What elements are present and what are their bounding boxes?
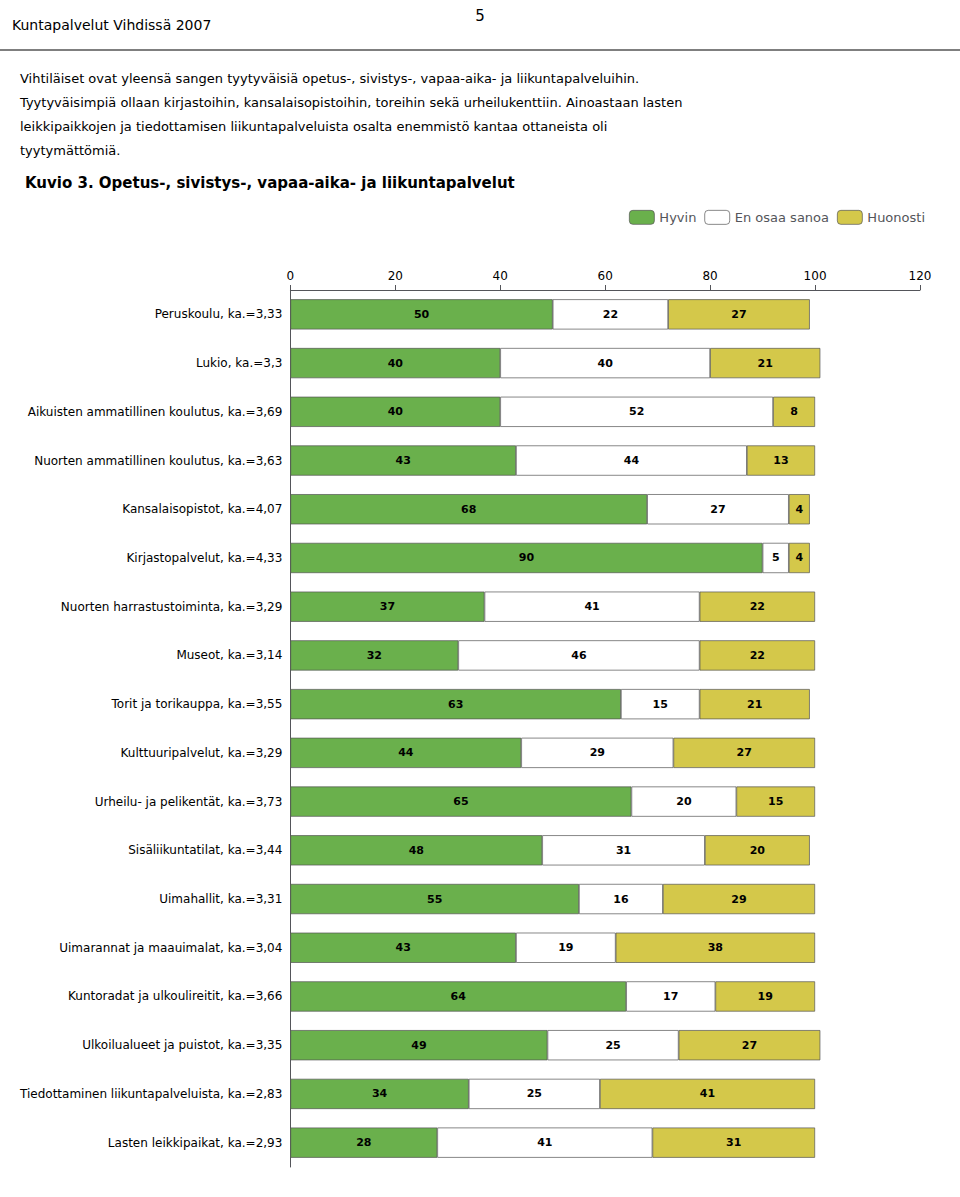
svg-text:90: 90 (519, 551, 535, 564)
svg-text:20: 20 (676, 795, 692, 808)
svg-text:19: 19 (558, 941, 573, 954)
svg-text:120: 120 (909, 269, 932, 283)
svg-text:4: 4 (795, 503, 803, 516)
svg-text:43: 43 (396, 454, 411, 467)
svg-text:50: 50 (414, 308, 430, 321)
svg-text:27: 27 (737, 746, 752, 759)
svg-text:0: 0 (287, 269, 295, 283)
svg-text:Huonosti: Huonosti (867, 210, 925, 225)
svg-text:41: 41 (584, 600, 599, 613)
svg-text:Kulttuuripalvelut, ka.=3,29: Kulttuuripalvelut, ka.=3,29 (121, 746, 283, 760)
svg-text:41: 41 (700, 1087, 715, 1100)
svg-text:65: 65 (453, 795, 468, 808)
svg-text:64: 64 (451, 990, 467, 1003)
svg-text:44: 44 (624, 454, 640, 467)
svg-text:34: 34 (372, 1087, 388, 1100)
svg-text:Uimarannat ja maauimalat, ka.=: Uimarannat ja maauimalat, ka.=3,04 (59, 941, 282, 955)
svg-text:100: 100 (804, 269, 827, 283)
svg-text:37: 37 (380, 600, 395, 613)
svg-text:Kuvio 3. Opetus-, sivistys-, v: Kuvio 3. Opetus-, sivistys-, vapaa-aika-… (25, 174, 515, 192)
svg-text:31: 31 (616, 844, 631, 857)
svg-text:Ulkoilualueet ja puistot, ka.=: Ulkoilualueet ja puistot, ka.=3,35 (82, 1038, 282, 1052)
svg-text:29: 29 (731, 893, 746, 906)
svg-text:Uimahallit, ka.=3,31: Uimahallit, ka.=3,31 (159, 892, 282, 906)
svg-text:60: 60 (598, 269, 613, 283)
svg-text:48: 48 (409, 844, 424, 857)
svg-text:21: 21 (758, 357, 773, 370)
svg-text:40: 40 (388, 357, 404, 370)
svg-text:43: 43 (396, 941, 411, 954)
svg-text:32: 32 (367, 649, 382, 662)
svg-text:38: 38 (708, 941, 723, 954)
svg-text:Peruskoulu, ka.=3,33: Peruskoulu, ka.=3,33 (155, 307, 283, 321)
svg-text:Aikuisten ammatillinen koulutu: Aikuisten ammatillinen koulutus, ka.=3,6… (28, 405, 283, 419)
svg-text:Kuntapalvelut Vihdissä 2007: Kuntapalvelut Vihdissä 2007 (12, 17, 211, 33)
svg-text:Museot, ka.=3,14: Museot, ka.=3,14 (176, 648, 282, 662)
svg-text:20: 20 (388, 269, 403, 283)
svg-text:Nuorten harrastustoiminta, ka.: Nuorten harrastustoiminta, ka.=3,29 (61, 600, 283, 614)
svg-text:Urheilu- ja pelikentät, ka.=3,: Urheilu- ja pelikentät, ka.=3,73 (95, 795, 283, 809)
svg-text:Nuorten ammatillinen koulutus,: Nuorten ammatillinen koulutus, ka.=3,63 (34, 454, 282, 468)
svg-text:En osaa sanoa: En osaa sanoa (735, 210, 829, 225)
svg-text:Sisäliikuntatilat, ka.=3,44: Sisäliikuntatilat, ka.=3,44 (128, 843, 282, 857)
svg-text:22: 22 (750, 600, 765, 613)
svg-text:Vihtiläiset ovat yleensä sange: Vihtiläiset ovat yleensä sangen tyytyväi… (20, 71, 639, 86)
svg-text:5: 5 (772, 551, 780, 564)
svg-text:Kansalaisopistot, ka.=4,07: Kansalaisopistot, ka.=4,07 (122, 502, 282, 516)
svg-text:8: 8 (790, 405, 798, 418)
svg-text:27: 27 (742, 1039, 757, 1052)
svg-text:5: 5 (475, 7, 485, 25)
svg-text:41: 41 (537, 1136, 552, 1149)
svg-text:Hyvin: Hyvin (659, 210, 696, 225)
svg-text:21: 21 (747, 698, 762, 711)
svg-text:46: 46 (571, 649, 587, 662)
svg-text:4: 4 (795, 551, 803, 564)
svg-text:leikkipaikkojen ja tiedottamis: leikkipaikkojen ja tiedottamisen liikunt… (20, 119, 607, 134)
svg-text:13: 13 (773, 454, 788, 467)
svg-text:63: 63 (448, 698, 463, 711)
svg-text:17: 17 (663, 990, 678, 1003)
svg-text:Kuntoradat ja ulkoulireitit, k: Kuntoradat ja ulkoulireitit, ka.=3,66 (68, 989, 282, 1003)
svg-text:Torit ja torikauppa, ka.=3,55: Torit ja torikauppa, ka.=3,55 (111, 697, 283, 711)
svg-text:31: 31 (726, 1136, 741, 1149)
svg-text:tyytymättömiä.: tyytymättömiä. (20, 143, 120, 158)
svg-text:Tiedottaminen liikuntapalvelui: Tiedottaminen liikuntapalveluista, ka.=2… (19, 1087, 282, 1101)
svg-text:52: 52 (629, 405, 644, 418)
svg-text:22: 22 (750, 649, 765, 662)
svg-text:44: 44 (398, 746, 414, 759)
svg-text:Lukio, ka.=3,3: Lukio, ka.=3,3 (196, 356, 282, 370)
svg-text:15: 15 (768, 795, 783, 808)
svg-text:Tyytyväisimpiä ollaan kirjasto: Tyytyväisimpiä ollaan kirjastoihin, kans… (19, 95, 682, 110)
svg-text:19: 19 (758, 990, 773, 1003)
svg-text:40: 40 (493, 269, 508, 283)
svg-text:28: 28 (356, 1136, 371, 1149)
svg-text:Lasten leikkipaikat, ka.=2,93: Lasten leikkipaikat, ka.=2,93 (108, 1136, 283, 1150)
svg-text:40: 40 (598, 357, 614, 370)
svg-text:Kirjastopalvelut, ka.=4,33: Kirjastopalvelut, ka.=4,33 (126, 551, 282, 565)
svg-text:40: 40 (388, 405, 404, 418)
svg-text:25: 25 (605, 1039, 620, 1052)
svg-text:27: 27 (710, 503, 725, 516)
svg-text:22: 22 (603, 308, 618, 321)
svg-text:20: 20 (750, 844, 766, 857)
svg-text:55: 55 (427, 893, 442, 906)
svg-text:80: 80 (702, 269, 717, 283)
svg-text:27: 27 (731, 308, 746, 321)
svg-text:68: 68 (461, 503, 476, 516)
svg-text:16: 16 (613, 893, 629, 906)
svg-text:29: 29 (590, 746, 605, 759)
svg-text:25: 25 (527, 1087, 542, 1100)
svg-text:49: 49 (411, 1039, 426, 1052)
svg-text:15: 15 (653, 698, 668, 711)
